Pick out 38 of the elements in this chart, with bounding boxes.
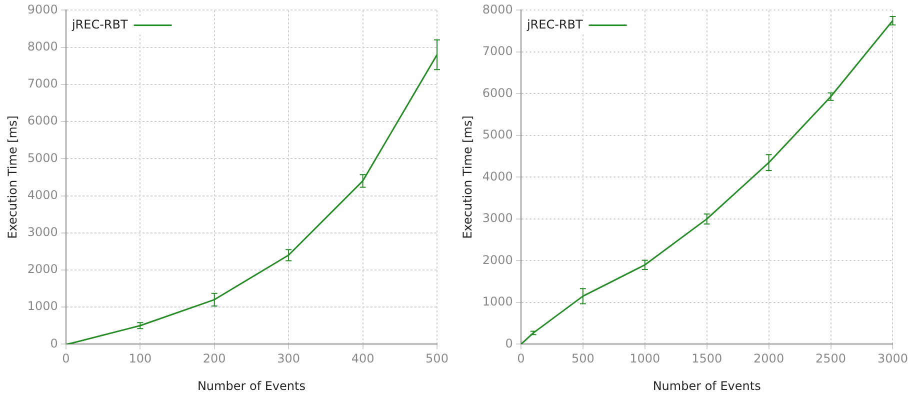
y-tick-label: 1000: [27, 299, 58, 314]
y-tick-label: 5000: [482, 128, 513, 142]
y-tick-label: 9000: [27, 2, 58, 16]
y-tick-label: 4000: [27, 188, 58, 202]
y-axis-title: Execution Time [ms]: [5, 116, 20, 239]
y-tick-label: 4000: [482, 169, 513, 184]
y-tick-label: 6000: [27, 114, 58, 128]
legend-label: jREC-RBT: [526, 17, 584, 32]
x-tick-label: 0: [517, 352, 525, 366]
y-tick-label: 8000: [482, 2, 513, 16]
y-tick-label: 7000: [482, 44, 513, 58]
x-tick-label: 200: [202, 352, 226, 366]
y-tick-label: 0: [50, 336, 58, 350]
y-tick-label: 2000: [482, 252, 513, 267]
x-tick-label: 0: [62, 352, 70, 366]
y-tick-label: 5000: [27, 150, 58, 165]
y-tick-label: 1000: [482, 294, 513, 309]
y-axis-title: Execution Time [ms]: [460, 116, 474, 239]
y-tick-label: 2000: [27, 262, 58, 276]
y-tick-label: 8000: [27, 39, 58, 54]
x-tick-label: 1500: [692, 352, 722, 366]
y-tick-label: 0: [505, 336, 513, 350]
x-axis-title: Number of Events: [652, 378, 761, 393]
x-tick-label: 2000: [754, 352, 784, 366]
x-tick-label: 3000: [877, 352, 908, 366]
x-tick-label: 500: [571, 352, 594, 366]
x-tick-label: 100: [128, 352, 152, 366]
y-tick-label: 6000: [482, 86, 513, 100]
y-tick-label: 3000: [482, 211, 513, 226]
x-tick-label: 500: [426, 352, 448, 366]
x-tick-label: 400: [351, 352, 374, 366]
legend-label: jREC-RBT: [70, 17, 128, 32]
x-tick-label: 1000: [630, 352, 660, 366]
x-axis-title: Number of Events: [197, 378, 306, 393]
y-tick-label: 7000: [27, 76, 58, 91]
x-tick-label: 300: [277, 352, 300, 366]
x-tick-label: 2500: [815, 352, 846, 366]
y-tick-label: 3000: [27, 224, 58, 239]
